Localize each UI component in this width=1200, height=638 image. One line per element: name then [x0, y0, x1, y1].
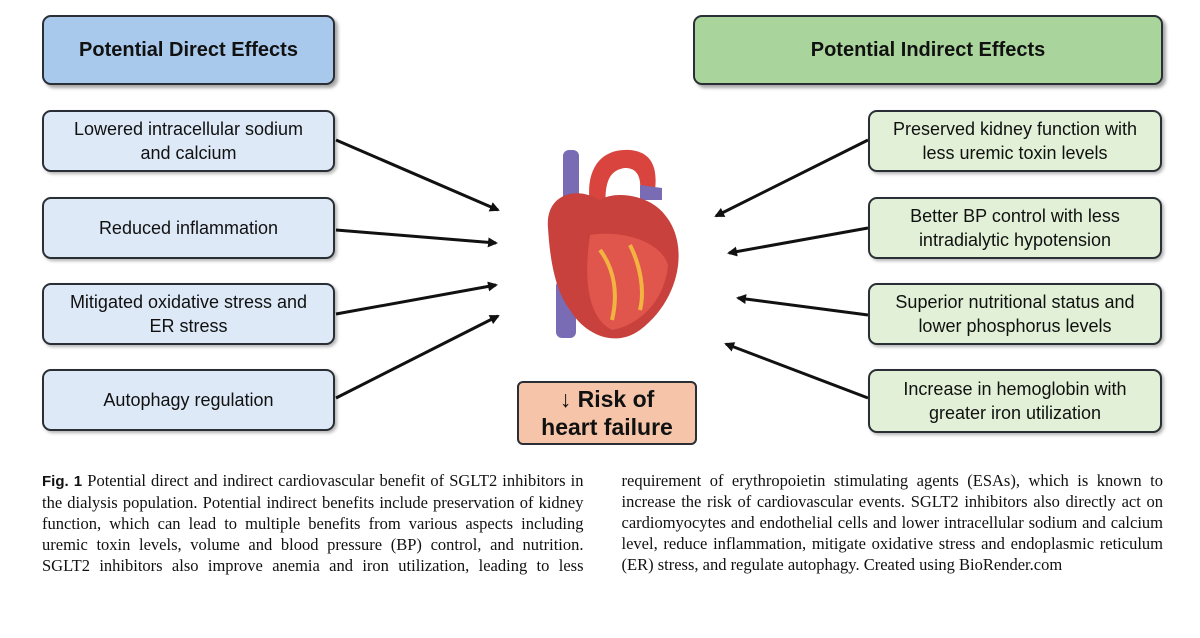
direct-item: Lowered intracellular sodium and calcium: [42, 110, 335, 172]
direct-header: Potential Direct Effects: [42, 15, 335, 85]
heart-icon: [547, 149, 679, 339]
indirect-header: Potential Indirect Effects: [693, 15, 1163, 85]
arrows: [335, 138, 869, 400]
caption-label: Fig. 1: [42, 473, 83, 490]
direct-item: Reduced inflammation: [42, 197, 335, 259]
outcome-line: ↓ Risk of: [559, 386, 655, 412]
caption: Fig. 1 Potential direct and indirect car…: [42, 470, 1163, 576]
caption-text: Potential direct and indirect cardiovasc…: [42, 471, 1163, 575]
indirect-item: Superior nutritional status and lower ph…: [868, 283, 1162, 345]
outcome-box: ↓ Risk of heart failure: [517, 381, 697, 445]
indirect-item: Better BP control with less intradialyti…: [868, 197, 1162, 259]
diagram-art: [335, 138, 869, 400]
outcome-line: heart failure: [541, 414, 673, 440]
indirect-item: Preserved kidney function with less urem…: [868, 110, 1162, 172]
indirect-item: Increase in hemoglobin with greater iron…: [868, 369, 1162, 433]
direct-item: Mitigated oxidative stress and ER stress: [42, 283, 335, 345]
direct-item: Autophagy regulation: [42, 369, 335, 431]
